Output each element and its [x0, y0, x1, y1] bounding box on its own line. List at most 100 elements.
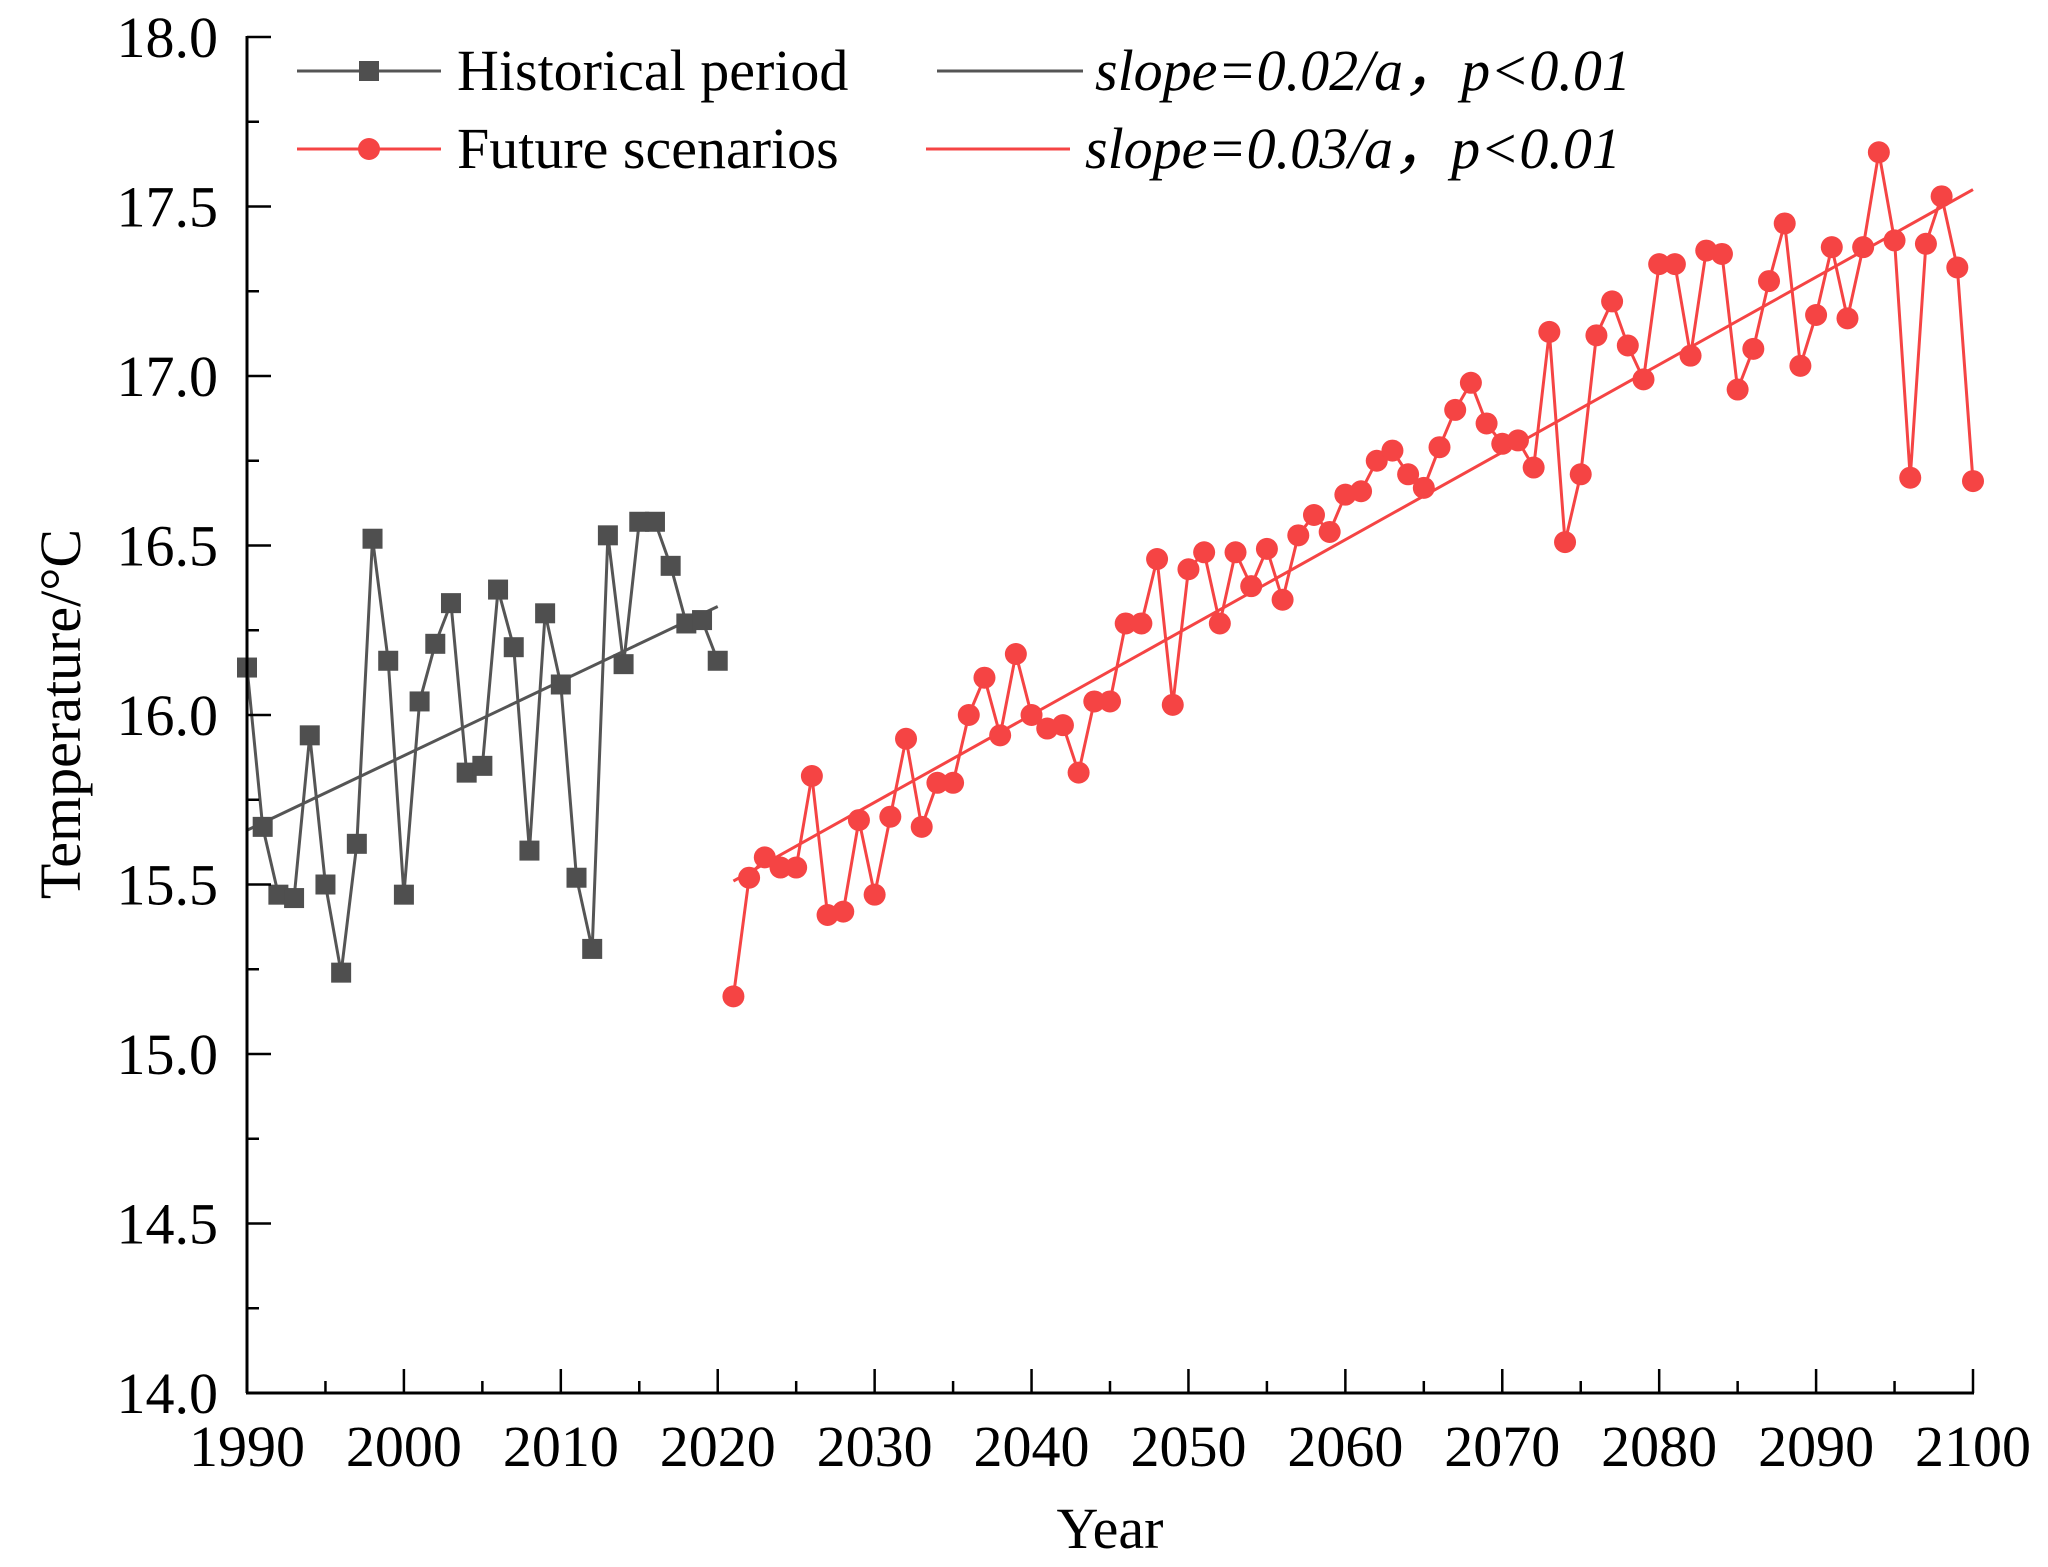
data-point-future	[1475, 412, 1498, 435]
data-point-historical	[629, 511, 650, 532]
x-axis-title: Year	[1057, 1496, 1164, 1561]
series-line-historical	[245, 520, 720, 973]
x-tick-label: 2060	[1287, 1414, 1403, 1479]
legend-label-hist-trend: slope=0.02/a，p<0.01	[1095, 38, 1631, 103]
data-point-future	[1412, 476, 1435, 499]
data-point-future	[1569, 463, 1592, 486]
data-point-historical	[284, 888, 305, 909]
data-point-historical	[331, 962, 352, 983]
data-point-historical	[409, 691, 430, 712]
x-tick-label: 2050	[1130, 1414, 1246, 1479]
data-point-future	[1538, 320, 1561, 343]
data-point-future	[1114, 612, 1137, 635]
legend-item-future-trend: slope=0.03/a，p<0.01	[926, 116, 1621, 181]
y-tick-label: 17.5	[117, 175, 219, 240]
data-point-historical	[488, 579, 509, 600]
data-point-historical	[707, 650, 728, 671]
trend-line-historical	[246, 605, 719, 832]
legend-item-future: Future scenarios	[297, 116, 839, 181]
data-point-future	[1899, 466, 1922, 489]
data-point-future	[1914, 232, 1937, 255]
data-point-historical	[346, 833, 367, 854]
legend-label-historical: Historical period	[457, 38, 848, 103]
legend-label-future: Future scenarios	[457, 116, 839, 181]
data-point-historical	[362, 528, 383, 549]
data-point-future	[1852, 236, 1875, 259]
data-point-future	[1271, 588, 1294, 611]
data-point-future	[1428, 436, 1451, 459]
data-point-future	[1773, 212, 1796, 235]
data-point-future	[769, 856, 792, 879]
data-point-future	[1224, 541, 1247, 564]
data-point-future	[1820, 236, 1843, 259]
data-point-historical	[535, 603, 556, 624]
data-point-historical	[393, 884, 414, 905]
data-point-future	[1397, 463, 1420, 486]
data-point-future	[942, 771, 965, 794]
data-point-future	[1742, 337, 1765, 360]
x-ticks: 1990 2000 2010 2020 2030 2040 2050 2060 2070 2080…	[189, 1369, 2031, 1479]
data-point-future	[957, 704, 980, 726]
x-tick-label: 2030	[817, 1414, 933, 1479]
data-point-future	[1554, 531, 1577, 554]
data-point-future	[1789, 354, 1812, 377]
y-tick-label: 14.5	[117, 1192, 219, 1257]
y-tick-label: 16.5	[117, 514, 219, 579]
data-point-future	[1350, 480, 1373, 503]
legend: Historical period Future scenarios slope…	[297, 38, 1631, 181]
y-tick-label: 18.0	[117, 5, 219, 70]
data-point-future	[1255, 537, 1278, 560]
data-point-future	[1004, 642, 1027, 665]
data-point-historical	[597, 525, 618, 546]
data-point-historical	[692, 610, 713, 631]
data-point-historical	[268, 884, 289, 905]
legend-item-historical: Historical period	[297, 38, 848, 103]
data-point-historical	[644, 511, 665, 532]
data-point-future	[1758, 270, 1781, 293]
data-point-future	[1663, 253, 1686, 276]
data-point-future	[1459, 371, 1482, 394]
x-tick-label: 2090	[1758, 1414, 1874, 1479]
data-point-future	[1601, 290, 1624, 313]
data-point-future	[1444, 398, 1467, 421]
x-tick-label: 2080	[1601, 1414, 1717, 1479]
data-point-future	[753, 846, 776, 869]
legend-item-hist-trend: slope=0.02/a，p<0.01	[937, 38, 1631, 103]
x-tick-label: 2040	[974, 1414, 1090, 1479]
data-point-future	[1146, 548, 1169, 571]
data-point-future	[1020, 704, 1043, 726]
data-point-future	[847, 809, 870, 832]
data-point-historical	[456, 762, 477, 783]
legend-label-future-trend: slope=0.03/a，p<0.01	[1085, 116, 1621, 181]
data-point-future	[863, 883, 886, 906]
data-point-historical	[676, 613, 697, 634]
data-point-future	[1099, 690, 1121, 713]
data-point-future	[738, 866, 761, 889]
data-point-historical	[519, 840, 540, 861]
y-tick-label: 16.0	[117, 683, 219, 748]
data-point-future	[722, 985, 745, 1008]
data-point-future	[989, 724, 1012, 747]
legend-marker-circle	[358, 138, 380, 160]
axes: 14.0 14.5 15.0 15.5 16.0 16.5 17.0 17.5 18.0 199…	[117, 5, 2032, 1479]
data-point-future	[1585, 324, 1608, 347]
x-tick-label: 2070	[1444, 1414, 1560, 1479]
data-point-historical	[425, 633, 446, 654]
data-point-future	[1836, 307, 1859, 330]
data-point-future	[1287, 524, 1310, 547]
data-point-future	[832, 900, 855, 923]
data-point-future	[1302, 503, 1325, 526]
data-point-future	[1365, 449, 1388, 472]
y-tick-label: 17.0	[117, 344, 219, 409]
data-point-future	[1318, 520, 1341, 543]
data-point-future	[1710, 242, 1733, 265]
data-point-future	[1051, 714, 1074, 737]
data-point-future	[1067, 761, 1090, 784]
data-point-historical	[503, 637, 524, 658]
trend-line-future	[732, 188, 1974, 883]
data-point-future	[1506, 429, 1529, 452]
data-point-future	[879, 805, 902, 828]
data-point-historical	[299, 725, 320, 746]
data-point-future	[1883, 229, 1906, 252]
